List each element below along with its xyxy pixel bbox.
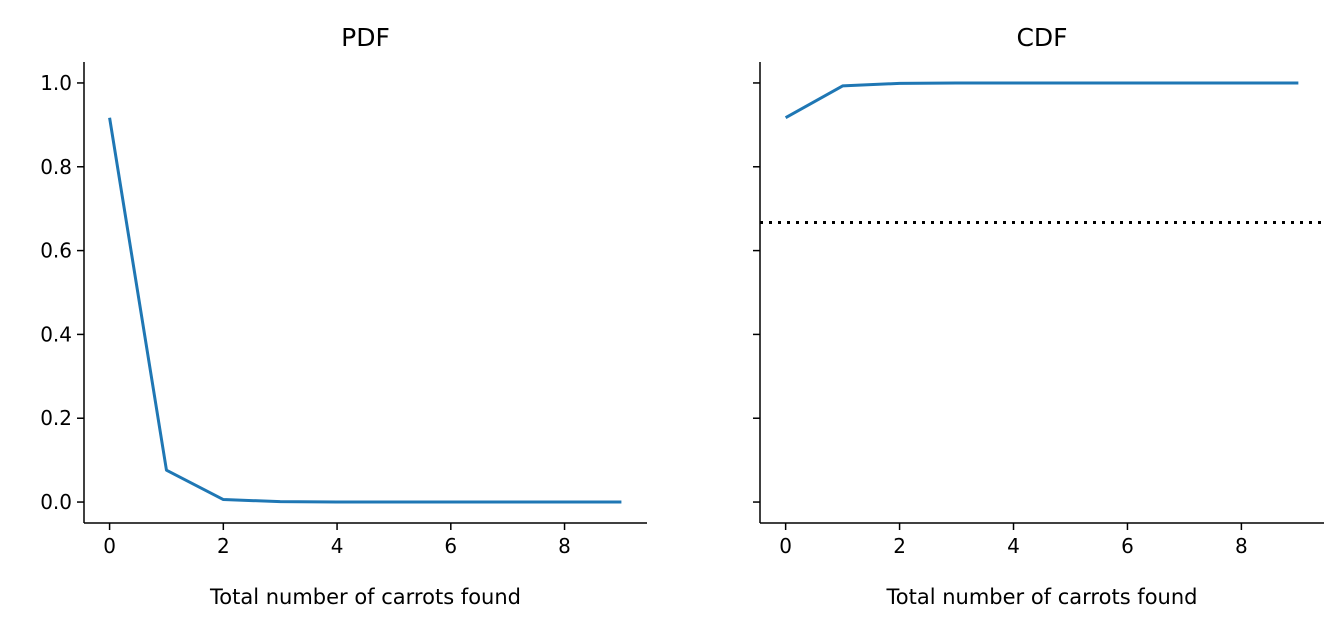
cdf-x-tick-label-1: 2 — [893, 534, 906, 558]
pdf-x-tick-label-0: 0 — [103, 534, 116, 558]
pdf-x-tick-label-3: 6 — [444, 534, 457, 558]
pdf-x-tick-label-2: 4 — [331, 534, 344, 558]
cdf-x-axis-label: Total number of carrots found — [885, 585, 1197, 609]
pdf-x-tick-label-4: 8 — [558, 534, 571, 558]
cdf-panel: CDF 0 2 4 6 8 Total number of carrots found — [753, 23, 1324, 609]
pdf-panel: PDF 0 2 4 6 8 0.0 0.2 0.4 0.6 0.8 1.0 Total number o… — [40, 23, 647, 609]
pdf-y-tick-label-2: 0.4 — [40, 322, 72, 346]
pdf-y-tick-label-4: 0.8 — [40, 155, 72, 179]
pdf-y-tick-label-0: 0.0 — [40, 490, 72, 514]
pdf-title: PDF — [341, 23, 390, 52]
cdf-x-tick-label-0: 0 — [779, 534, 792, 558]
pdf-x-tick-label-1: 2 — [217, 534, 230, 558]
cdf-x-tick-label-3: 6 — [1121, 534, 1134, 558]
cdf-x-tick-label-2: 4 — [1007, 534, 1020, 558]
cdf-series-line-0 — [784, 81, 1299, 120]
cdf-x-tick-label-4: 8 — [1235, 534, 1248, 558]
pdf-x-axis-label: Total number of carrots found — [209, 585, 521, 609]
pdf-y-tick-label-3: 0.6 — [40, 239, 72, 263]
pdf-y-tick-label-5: 1.0 — [40, 71, 72, 95]
pdf-y-tick-label-1: 0.2 — [40, 406, 72, 430]
cdf-title: CDF — [1016, 23, 1067, 52]
pdf-series-line-0 — [108, 117, 622, 504]
